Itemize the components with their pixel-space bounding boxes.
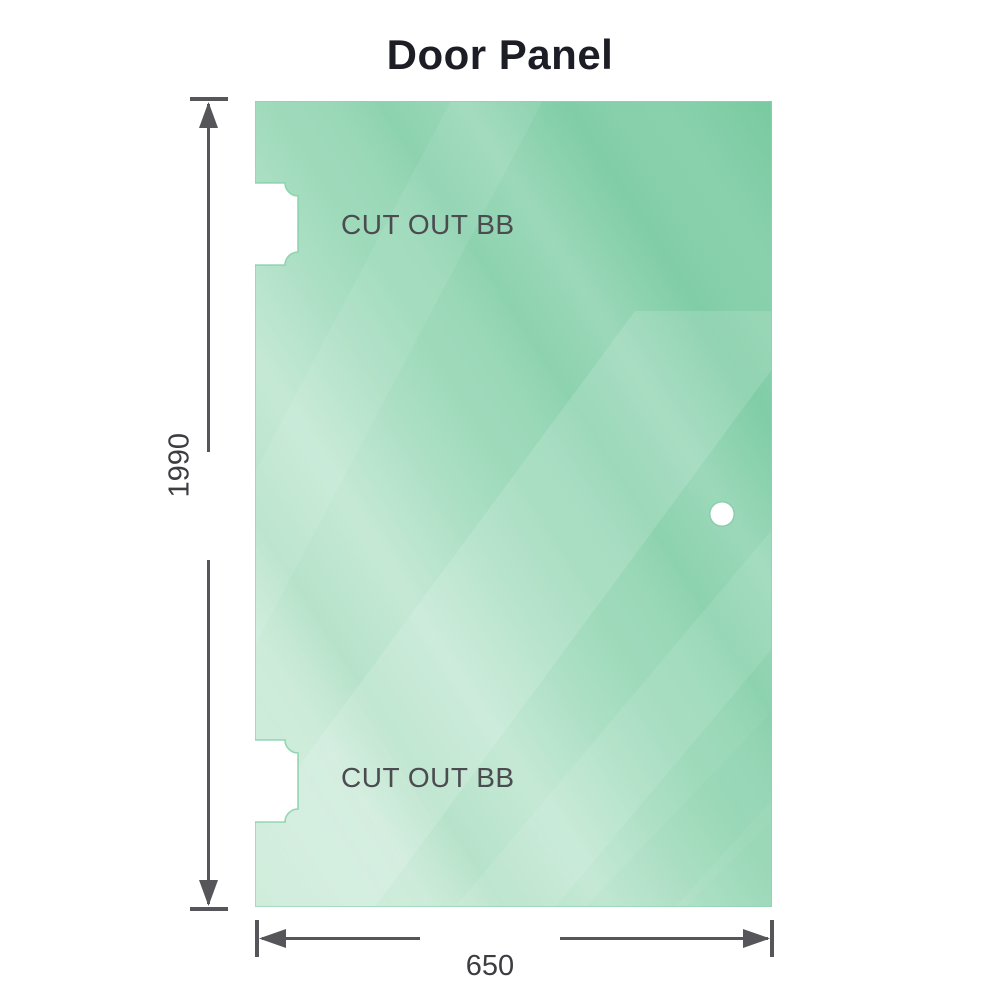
panel-graphic: [255, 101, 772, 907]
panel-edge: [255, 101, 772, 907]
handle-hole: [709, 501, 735, 527]
width-dimension-value: 650: [465, 950, 515, 982]
height-dimension-value: 1990: [163, 432, 196, 498]
cutout-bottom-label: CUT OUT BB: [341, 762, 515, 793]
page-title: Door Panel: [386, 31, 614, 78]
cutout-top-left: [255, 182, 299, 266]
cutout-bottom-left: [255, 739, 299, 823]
cutout-top-label: CUT OUT BB: [341, 209, 515, 240]
glass-door-panel: [255, 101, 772, 907]
height-dimension: [190, 97, 228, 911]
